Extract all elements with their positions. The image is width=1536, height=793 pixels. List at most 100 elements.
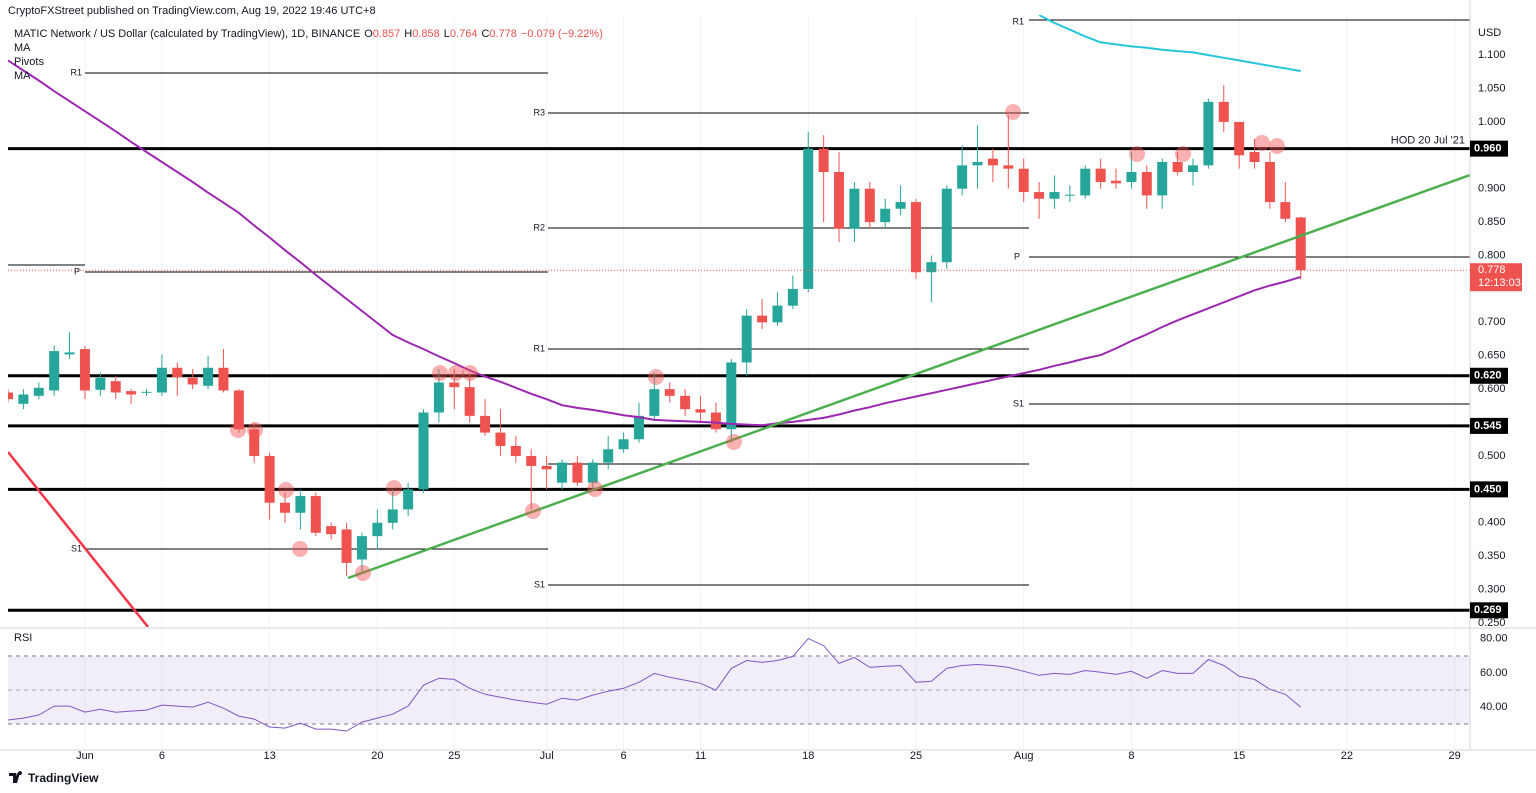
key-level-tag	[1470, 481, 1508, 498]
candle-body	[1203, 101, 1214, 166]
ohlc-label: O	[364, 28, 373, 40]
candle-body	[1264, 161, 1275, 203]
touch-marker	[448, 365, 464, 381]
candle-body	[403, 489, 414, 510]
touch-markers	[230, 104, 1285, 581]
candle-body	[64, 352, 75, 355]
x-tick-label: 22	[1341, 750, 1353, 762]
change: −0.079 (−9.22%)	[521, 28, 603, 40]
logo-mark	[9, 771, 23, 783]
y-tick-label: 0.850	[1478, 216, 1506, 228]
touch-marker	[1254, 135, 1270, 151]
x-tick-label: 11	[695, 750, 706, 762]
candle-body	[141, 391, 152, 393]
y-tick-label: 0.800	[1478, 249, 1506, 261]
candle-body	[110, 381, 121, 393]
candle-body	[1095, 168, 1106, 183]
candle-body	[510, 445, 521, 456]
rsi-pane	[8, 637, 1302, 732]
candle-body	[280, 502, 291, 513]
candle-body	[295, 496, 306, 513]
candle-body	[1034, 192, 1045, 199]
y-tick-label: 1.050	[1478, 82, 1506, 94]
candle-body	[695, 409, 706, 413]
x-tick-label: 8	[1128, 750, 1134, 762]
touch-marker	[1175, 146, 1191, 162]
y-tick-label: 0.900	[1478, 183, 1506, 195]
key-level-label: 0.269	[1474, 604, 1502, 616]
trend-line	[8, 451, 149, 627]
rsi-line	[8, 637, 1302, 732]
pivot-label: P	[1014, 251, 1020, 261]
touch-marker	[525, 503, 541, 519]
y-tick-label: 60.00	[1480, 667, 1508, 679]
touch-marker	[587, 481, 603, 497]
candle-body	[418, 412, 429, 490]
candle-body	[49, 351, 60, 391]
y-tick-label: 1.100	[1478, 49, 1506, 61]
candle-body	[603, 449, 614, 463]
ohlc-label: C	[481, 28, 489, 40]
candle-body	[8, 392, 13, 400]
touch-marker	[432, 365, 448, 381]
x-tick-label: 25	[448, 750, 460, 762]
candle-body	[1172, 161, 1183, 173]
touch-marker	[230, 422, 246, 438]
candle-body	[541, 465, 552, 470]
last-price-label: 0.778	[1478, 264, 1506, 276]
ohlc-value: 0.764	[450, 28, 478, 40]
candle-body	[664, 389, 675, 396]
touch-marker	[292, 541, 308, 557]
candle-body	[864, 188, 875, 223]
candle-body	[203, 367, 214, 386]
candle-body	[757, 315, 768, 323]
candle-body	[218, 367, 229, 391]
candle-body	[926, 262, 937, 273]
candle-body	[1280, 202, 1291, 219]
ohlc-label: H	[404, 28, 412, 40]
brand-logo	[9, 771, 23, 783]
level-note: HOD 20 Jul '21	[1391, 135, 1465, 147]
candle-body	[941, 188, 952, 263]
candle-body	[787, 288, 798, 306]
indicator-label: MA	[14, 70, 31, 82]
candle-body	[633, 415, 644, 440]
candle-body	[249, 429, 260, 456]
candle-body	[387, 509, 398, 523]
candle-body	[910, 202, 921, 273]
candle-body	[233, 390, 244, 430]
candle-body	[495, 432, 506, 446]
x-tick-label: 20	[371, 750, 383, 762]
candle-body	[480, 415, 491, 433]
touch-marker	[726, 434, 742, 450]
candle-body	[741, 315, 752, 363]
candle-body	[880, 208, 891, 223]
key-level-tag	[1470, 417, 1508, 434]
pivot-label: P	[74, 266, 80, 276]
y-tick-label: 0.350	[1478, 550, 1506, 562]
candle-body	[356, 536, 367, 560]
touch-marker	[1269, 138, 1285, 154]
candle-body	[264, 455, 275, 503]
candle-body	[372, 522, 383, 537]
pivot-label: S1	[534, 579, 545, 589]
candle-body	[1295, 217, 1306, 271]
x-tick-label: Jul	[540, 750, 554, 762]
pivot-label: R1	[1012, 16, 1024, 26]
candle-body	[957, 165, 968, 189]
candle-body	[1064, 194, 1075, 196]
y-tick-label: 0.650	[1478, 350, 1506, 362]
price-pane: R1 P S1 R3 R2 R1 S1 R1 P S1	[8, 15, 1470, 627]
pivot-label: R2	[533, 222, 545, 232]
candle-body	[649, 389, 660, 416]
x-tick-label: 13	[263, 750, 275, 762]
moving-average	[8, 59, 1301, 427]
candle-body	[1234, 121, 1245, 156]
x-tick-label: Jun	[76, 750, 94, 762]
candle-body	[849, 188, 860, 229]
touch-marker	[278, 482, 294, 498]
countdown: 12:13:03	[1478, 277, 1521, 289]
candle-body	[557, 462, 568, 483]
key-levels	[8, 147, 1470, 612]
